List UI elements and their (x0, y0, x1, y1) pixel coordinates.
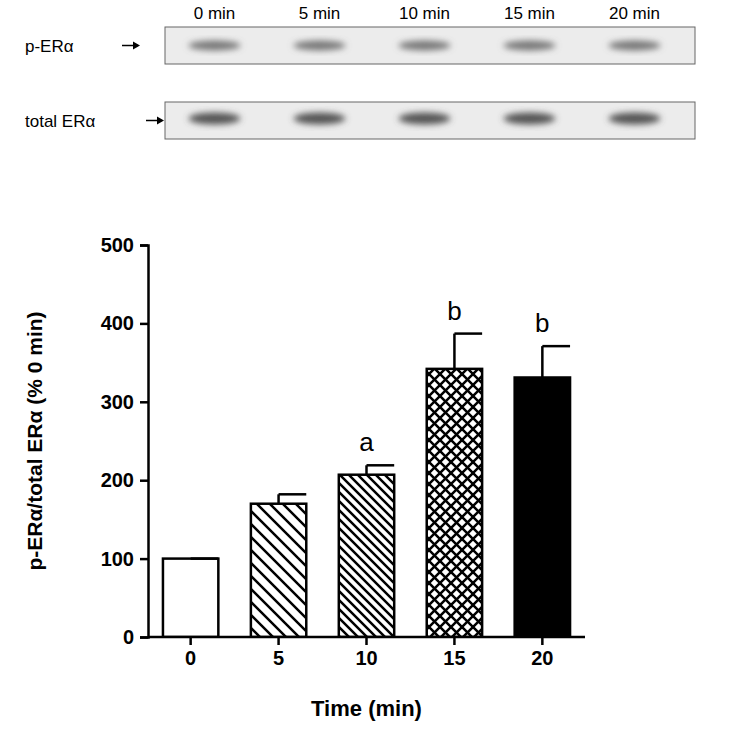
blot-strip (165, 27, 695, 64)
lane-label: 0 min (194, 4, 236, 23)
y-tick-mark (140, 323, 148, 326)
blot-band (609, 113, 661, 125)
x-tick: 10 (355, 637, 377, 669)
blot-band (504, 41, 556, 51)
y-axis-line (140, 246, 149, 638)
lane-label: 5 min (299, 4, 341, 23)
y-tick: 100 (101, 548, 148, 570)
error-stem (541, 346, 544, 377)
significance-label: a (359, 427, 374, 457)
error-bar (542, 346, 570, 377)
error-stem (365, 465, 368, 474)
y-tick-label: 0 (123, 626, 134, 648)
bars (163, 334, 570, 637)
error-stem (277, 494, 280, 503)
x-axis: 0 5 10 15 20 (148, 637, 585, 669)
bar (339, 475, 394, 637)
arrow-head (157, 117, 164, 125)
blot-strip (165, 102, 695, 139)
y-tick: 0 (123, 626, 148, 648)
blot-band (189, 41, 241, 51)
x-tick-mark (365, 637, 368, 645)
blot-band (504, 113, 556, 125)
error-cap (542, 345, 570, 348)
y-tick-mark (140, 401, 148, 404)
x-tick-label: 20 (531, 647, 553, 669)
x-tick-mark (189, 637, 192, 645)
blot-band (609, 41, 661, 51)
x-tick-label: 15 (443, 647, 465, 669)
y-tick-label: 200 (101, 469, 134, 491)
error-stem (453, 334, 456, 369)
row-label: total ERα (25, 112, 95, 131)
bar (427, 369, 482, 637)
blot-band (189, 113, 241, 125)
error-bar (279, 494, 307, 503)
blot-band (294, 41, 346, 51)
error-cap (367, 464, 395, 467)
arrow-head (133, 42, 140, 50)
bar (163, 559, 218, 637)
y-tick-mark (140, 244, 148, 247)
y-tick-mark (140, 636, 148, 639)
error-bar (454, 334, 482, 369)
lane-label: 10 min (399, 4, 450, 23)
x-tick: 0 (185, 637, 196, 669)
y-tick-label: 500 (101, 234, 134, 256)
error-bar (191, 558, 219, 559)
lane-label: 20 min (609, 4, 660, 23)
y-tick: 500 (101, 234, 148, 256)
x-tick-mark (277, 637, 280, 645)
row-label: p-ERα (25, 37, 74, 56)
x-tick: 5 (273, 637, 284, 669)
bar (251, 504, 306, 637)
chart: 0 min 5 min 10 min 15 min 20 min p-ERα total E… (0, 0, 743, 736)
x-tick-mark (541, 637, 544, 645)
error-cap (191, 557, 219, 560)
x-tick: 20 (531, 637, 553, 669)
error-bar (367, 465, 395, 474)
x-axis-title: Time (min) (311, 696, 422, 721)
bar (515, 377, 570, 637)
significance-label: b (447, 296, 461, 326)
x-tick-label: 0 (185, 647, 196, 669)
blot-band (399, 113, 451, 125)
y-tick-label: 300 (101, 391, 134, 413)
significance-label: b (535, 308, 549, 338)
lane-label: 15 min (504, 4, 555, 23)
y-tick: 200 (101, 469, 148, 491)
y-tick: 400 (101, 312, 148, 334)
x-tick-mark (453, 637, 456, 645)
error-cap (454, 332, 482, 335)
x-tick: 15 (443, 637, 465, 669)
error-cap (279, 493, 307, 496)
y-axis: 0 100 200 300 400 500 (101, 234, 149, 648)
y-axis-title: p-ERα/total ERα (% 0 min) (23, 311, 46, 570)
y-tick-mark (140, 558, 148, 561)
y-tick-mark (140, 479, 148, 482)
blot-band (399, 41, 451, 51)
y-tick-label: 400 (101, 312, 134, 334)
x-tick-label: 5 (273, 647, 284, 669)
x-tick-label: 10 (355, 647, 377, 669)
y-tick-label: 100 (101, 548, 134, 570)
y-tick: 300 (101, 391, 148, 413)
blot: 0 min 5 min 10 min 15 min 20 min p-ERα total E… (25, 4, 695, 139)
blot-band (294, 113, 346, 125)
